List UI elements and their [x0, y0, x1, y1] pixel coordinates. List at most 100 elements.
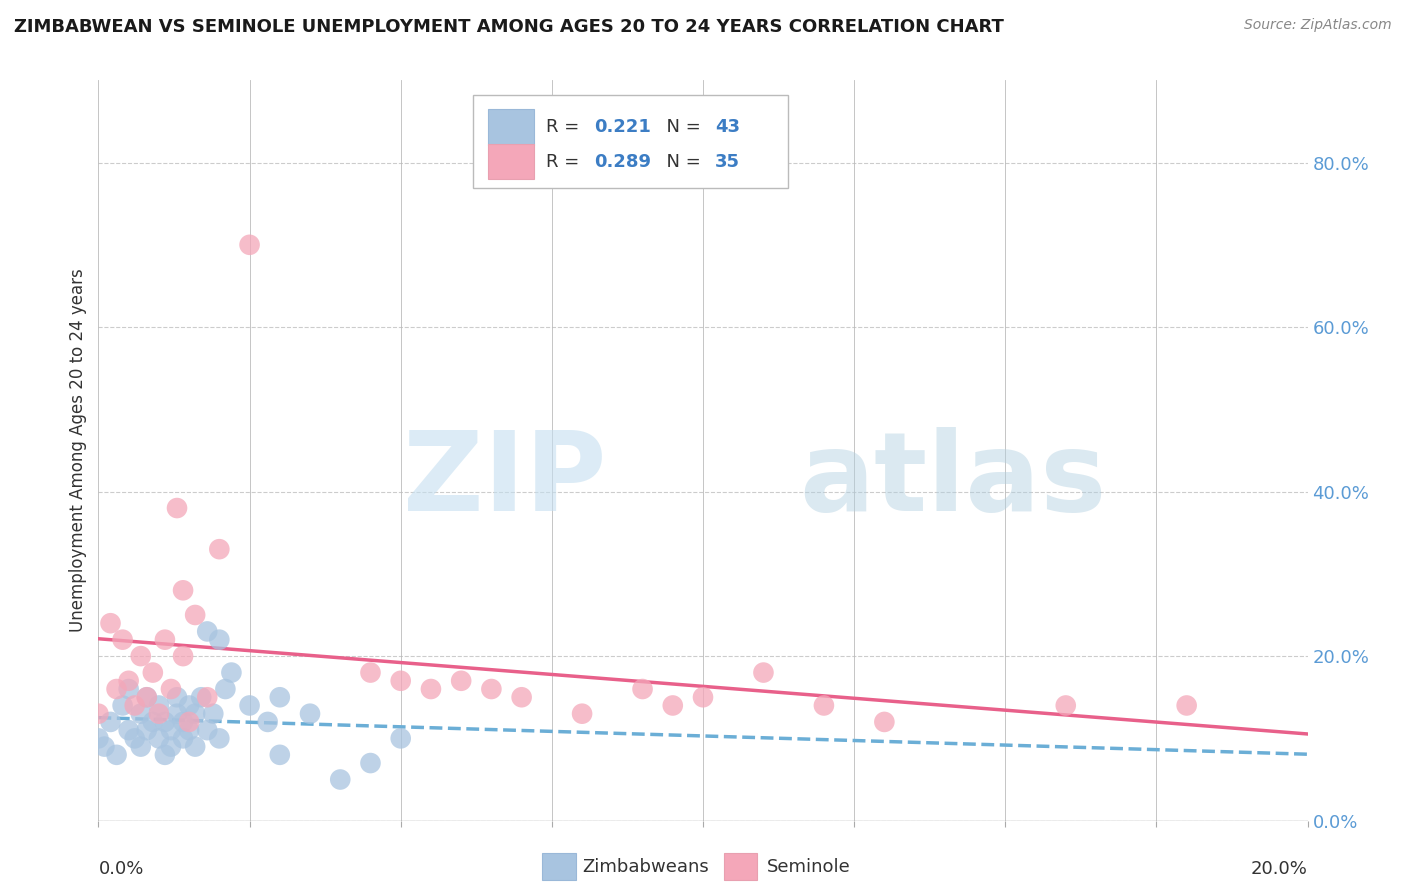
Text: 0.0%: 0.0% [98, 860, 143, 878]
Point [752, 665, 775, 680]
Point [389, 673, 412, 688]
Point [195, 624, 218, 639]
Point [100, 714, 122, 729]
Point [118, 681, 141, 696]
Point [195, 690, 218, 705]
Point [153, 747, 176, 762]
Point [571, 706, 593, 721]
Point [661, 698, 683, 713]
Point [360, 665, 382, 680]
Point [160, 681, 183, 696]
Point [135, 723, 157, 738]
Point [160, 723, 183, 738]
Point [129, 649, 152, 664]
Point [111, 632, 134, 647]
Point [329, 772, 352, 787]
Text: 0.289: 0.289 [595, 153, 651, 170]
Text: ZIMBABWEAN VS SEMINOLE UNEMPLOYMENT AMONG AGES 20 TO 24 YEARS CORRELATION CHART: ZIMBABWEAN VS SEMINOLE UNEMPLOYMENT AMON… [14, 18, 1004, 36]
Point [129, 739, 152, 754]
FancyBboxPatch shape [474, 95, 787, 187]
Point [202, 706, 225, 721]
Point [166, 690, 188, 705]
Point [214, 681, 236, 696]
Point [179, 698, 201, 713]
Text: Source: ZipAtlas.com: Source: ZipAtlas.com [1244, 18, 1392, 32]
Text: 43: 43 [716, 118, 740, 136]
Point [239, 237, 262, 252]
Point [148, 731, 170, 746]
Point [118, 673, 141, 688]
Point [118, 723, 141, 738]
Point [153, 714, 176, 729]
Point [179, 714, 201, 729]
Point [105, 747, 128, 762]
Point [239, 698, 262, 713]
Point [389, 731, 412, 746]
Point [873, 714, 896, 729]
Point [172, 731, 194, 746]
Point [510, 690, 533, 705]
Point [105, 681, 128, 696]
Point [692, 690, 714, 705]
Point [269, 690, 291, 705]
Point [153, 632, 176, 647]
Point [129, 706, 152, 721]
FancyBboxPatch shape [488, 144, 534, 179]
Text: ZIP: ZIP [404, 426, 606, 533]
Point [208, 632, 231, 647]
Point [124, 731, 146, 746]
Point [184, 607, 207, 622]
Point [420, 681, 443, 696]
Point [87, 731, 110, 746]
Y-axis label: Unemployment Among Ages 20 to 24 years: Unemployment Among Ages 20 to 24 years [69, 268, 87, 632]
Point [299, 706, 322, 721]
Point [179, 723, 201, 738]
Text: atlas: atlas [800, 426, 1107, 533]
Point [481, 681, 503, 696]
Point [148, 706, 170, 721]
Point [208, 542, 231, 557]
Point [100, 616, 122, 631]
Text: N =: N = [655, 118, 706, 136]
Point [172, 649, 194, 664]
Point [166, 501, 188, 516]
Point [256, 714, 278, 729]
Text: Zimbabweans: Zimbabweans [582, 857, 709, 876]
Point [142, 714, 165, 729]
Point [360, 756, 382, 770]
Point [160, 739, 183, 754]
Point [93, 739, 115, 754]
FancyBboxPatch shape [724, 854, 758, 880]
Point [631, 681, 654, 696]
Text: 35: 35 [716, 153, 740, 170]
Text: 0.221: 0.221 [595, 118, 651, 136]
Point [135, 690, 157, 705]
Text: R =: R = [546, 153, 591, 170]
Point [166, 706, 188, 721]
Point [195, 723, 218, 738]
Point [172, 714, 194, 729]
Text: R =: R = [546, 118, 591, 136]
Point [124, 698, 146, 713]
Point [87, 706, 110, 721]
Point [1054, 698, 1077, 713]
Point [142, 665, 165, 680]
Point [148, 698, 170, 713]
Point [450, 673, 472, 688]
Point [269, 747, 291, 762]
Point [190, 690, 212, 705]
Point [208, 731, 231, 746]
Point [813, 698, 835, 713]
FancyBboxPatch shape [488, 109, 534, 145]
Point [172, 583, 194, 598]
Point [135, 690, 157, 705]
Point [1175, 698, 1198, 713]
Text: N =: N = [655, 153, 706, 170]
Point [184, 739, 207, 754]
Point [221, 665, 243, 680]
Point [111, 698, 134, 713]
Text: 20.0%: 20.0% [1251, 860, 1308, 878]
Text: Seminole: Seminole [768, 857, 851, 876]
Point [184, 706, 207, 721]
FancyBboxPatch shape [543, 854, 576, 880]
